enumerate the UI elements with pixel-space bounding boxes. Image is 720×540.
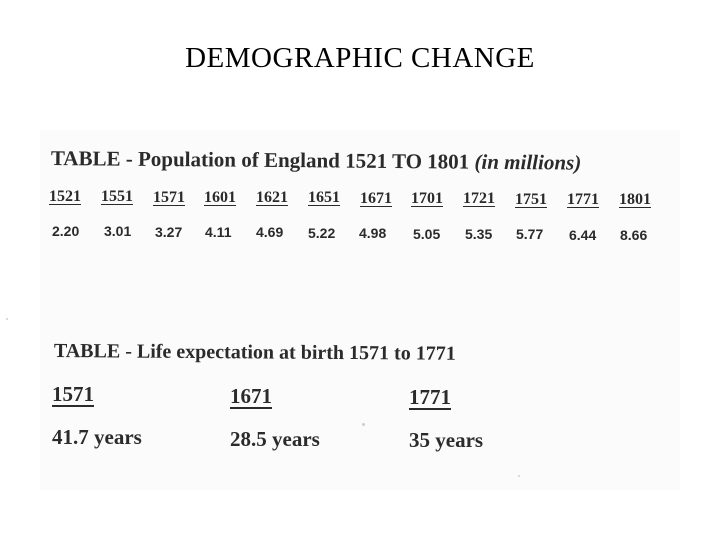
population-year-cell: 1801 — [619, 191, 651, 208]
life-expectancy-table-title: TABLE - Life expectation at birth 1571 t… — [53, 340, 456, 365]
population-year-cell: 1571 — [153, 189, 185, 206]
population-year-cell: 1651 — [308, 189, 340, 206]
scan-speck — [6, 318, 8, 320]
population-value-cell: 5.22 — [308, 225, 336, 241]
population-value-cell: 5.35 — [465, 226, 493, 242]
population-value-cell: 3.27 — [155, 224, 183, 240]
population-year-cell: 1551 — [101, 188, 133, 205]
population-year-cell: 1721 — [463, 190, 495, 207]
scanned-document — [40, 130, 680, 490]
population-value-cell: 4.69 — [256, 224, 284, 240]
population-value-cell: 4.11 — [205, 224, 232, 240]
slide-title: DEMOGRAPHIC CHANGE — [185, 42, 535, 74]
population-year-cell: 1601 — [204, 189, 236, 206]
life-expectancy-year: 1771 — [409, 385, 451, 409]
population-value-cell: 8.66 — [620, 227, 648, 243]
scan-speck — [518, 475, 520, 477]
population-year-cell: 1671 — [360, 190, 392, 207]
life-expectancy-year: 1571 — [52, 382, 94, 406]
population-value-cell: 2.20 — [52, 223, 80, 239]
life-expectancy-value: 28.5 years — [230, 427, 320, 451]
population-value-cell: 5.77 — [516, 226, 544, 242]
population-year-cell: 1751 — [515, 191, 547, 208]
population-value-cell: 6.44 — [569, 227, 597, 243]
population-year-cell: 1621 — [256, 189, 288, 206]
population-year-cell: 1701 — [411, 190, 443, 207]
life-expectancy-value: 35 years — [409, 428, 484, 452]
population-value-cell: 3.01 — [104, 223, 132, 239]
population-value-cell: 5.05 — [413, 226, 441, 242]
scan-speck — [362, 423, 365, 426]
population-year-cell: 1771 — [567, 191, 599, 208]
life-expectancy-year: 1671 — [230, 384, 272, 408]
population-value-cell: 4.98 — [359, 225, 387, 241]
population-year-cell: 1521 — [49, 188, 81, 205]
life-expectancy-value: 41.7 years — [52, 425, 142, 449]
